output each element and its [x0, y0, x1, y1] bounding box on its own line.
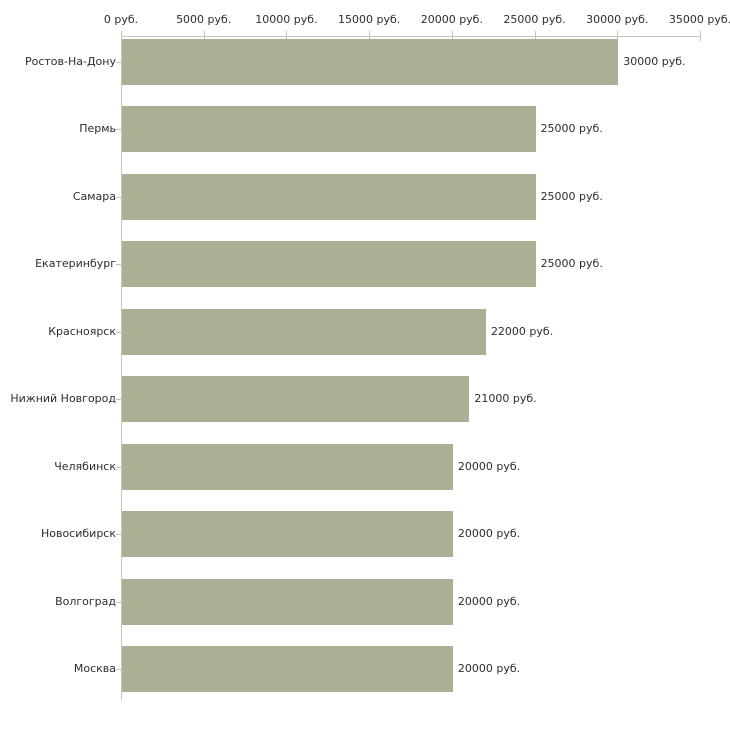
category-label: Новосибирск	[40, 527, 116, 540]
bar-value-label: 25000 руб.	[540, 122, 603, 135]
category-tick-mark	[116, 466, 121, 468]
category-tick-mark	[116, 61, 121, 63]
bar-value-label: 20000 руб.	[457, 594, 521, 608]
bar-row: Красноярск 22000 руб.	[0, 308, 730, 355]
bar	[122, 443, 453, 490]
category-label: Нижний Новгород	[10, 392, 116, 405]
x-axis-tick-label: 10000 руб.	[255, 13, 318, 26]
bar-value-label: 20000 руб.	[457, 662, 521, 675]
bar-value-label: 25000 руб.	[540, 257, 603, 270]
x-axis-tick-label: 15000 руб.	[338, 13, 401, 26]
category-label: Пермь	[79, 122, 116, 135]
bar	[122, 38, 619, 85]
category-tick-mark	[116, 129, 121, 130]
bar-row: Самара 25000 руб.	[0, 173, 730, 220]
x-axis-tick-label: 30000 руб.	[586, 13, 649, 26]
x-axis-tick-label: 20000 руб.	[420, 13, 483, 26]
bar-row: Москва 20000 руб.	[0, 646, 730, 692]
bar	[122, 173, 536, 220]
bar-row: Пермь 25000 руб.	[0, 106, 730, 152]
x-axis-tick-label: 35000 руб.	[668, 13, 730, 26]
category-label: Москва	[73, 662, 116, 675]
category-tick-mark	[116, 399, 121, 400]
bar	[122, 578, 453, 625]
category-label: Самара	[72, 189, 116, 203]
bar-value-label: 30000 руб.	[623, 54, 686, 68]
category-label: Волгоград	[55, 594, 116, 608]
x-axis-tick-label: 5000 руб.	[176, 13, 232, 26]
bar-value-label: 20000 руб.	[457, 459, 521, 473]
bar-value-label: 25000 руб.	[540, 189, 603, 203]
bar	[122, 106, 536, 152]
bar-row: Волгоград 20000 руб.	[0, 578, 730, 625]
x-axis-line	[121, 36, 701, 37]
x-axis-tick-label: 0 руб.	[103, 13, 139, 26]
bar-value-label: 21000 руб.	[474, 392, 537, 405]
x-axis-tick-label: 25000 руб.	[503, 13, 566, 26]
bar-row: Нижний Новгород 21000 руб.	[0, 376, 730, 422]
category-tick-mark	[116, 264, 121, 265]
bar-row: Новосибирск 20000 руб.	[0, 511, 730, 557]
category-tick-mark	[116, 331, 121, 333]
category-label: Красноярск	[48, 324, 116, 338]
bar-row: Ростов-На-Дону 30000 руб.	[0, 38, 730, 85]
category-label: Екатеринбург	[35, 257, 116, 270]
bar	[122, 376, 470, 422]
bar-value-label: 22000 руб.	[490, 324, 554, 338]
category-label: Челябинск	[54, 459, 116, 473]
y-axis-line	[121, 36, 122, 700]
bar	[122, 241, 536, 287]
category-tick-mark	[116, 196, 121, 198]
bar-row: Челябинск 20000 руб.	[0, 443, 730, 490]
category-tick-mark	[116, 601, 121, 603]
category-tick-mark	[116, 669, 121, 670]
bar-value-label: 20000 руб.	[457, 527, 521, 540]
category-tick-mark	[116, 534, 121, 535]
bar	[122, 511, 453, 557]
category-label: Ростов-На-Дону	[24, 54, 116, 68]
bar-row: Екатеринбург 25000 руб.	[0, 241, 730, 287]
bar	[122, 308, 486, 355]
bar	[122, 646, 453, 692]
